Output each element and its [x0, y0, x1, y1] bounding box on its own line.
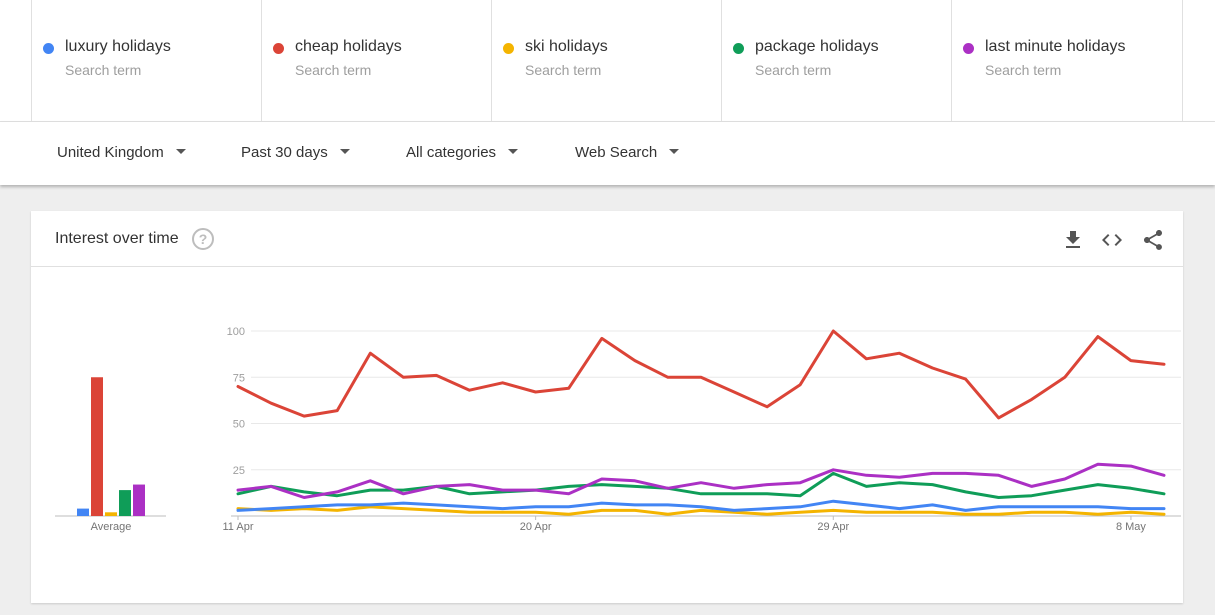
- caret-down-icon: [508, 148, 519, 154]
- help-icon[interactable]: ?: [192, 228, 214, 250]
- download-icon[interactable]: [1061, 228, 1085, 252]
- time-range-dropdown-label: Past 30 days: [241, 144, 328, 161]
- share-icon[interactable]: [1141, 228, 1165, 252]
- divider: [1182, 0, 1183, 121]
- term-subtitle: Search term: [525, 62, 602, 78]
- term-name: luxury holidays: [65, 38, 171, 55]
- series-color-dot: [273, 43, 284, 54]
- term-subtitle: Search term: [985, 62, 1062, 78]
- term-name: cheap holidays: [295, 38, 402, 55]
- term-subtitle: Search term: [295, 62, 372, 78]
- series-color-dot: [503, 43, 514, 54]
- term-last-minute-holidays[interactable]: last minute holidays Search term: [951, 0, 1180, 121]
- average-bar-chart: Average: [55, 377, 166, 533]
- y-tick-label: 75: [233, 372, 245, 384]
- filter-bar: United Kingdom Past 30 days All categori…: [0, 122, 1215, 185]
- term-package-holidays[interactable]: package holidays Search term: [721, 0, 950, 121]
- time-range-dropdown[interactable]: Past 30 days: [241, 144, 350, 161]
- caret-down-icon: [339, 148, 350, 154]
- series-line-luxury-holidays[interactable]: [236, 499, 1166, 512]
- region-dropdown[interactable]: United Kingdom: [57, 144, 186, 161]
- y-tick-label: 25: [233, 465, 245, 477]
- avg-bar-package-holidays[interactable]: [119, 490, 131, 516]
- avg-bar-cheap-holidays[interactable]: [91, 377, 103, 516]
- search-type-dropdown-label: Web Search: [575, 144, 658, 161]
- avg-bar-luxury-holidays[interactable]: [77, 508, 89, 516]
- series-color-dot: [733, 43, 744, 54]
- category-dropdown-label: All categories: [406, 144, 497, 161]
- x-tick-label: 20 Apr: [520, 521, 552, 533]
- term-cheap-holidays[interactable]: cheap holidays Search term: [261, 0, 490, 121]
- caret-down-icon: [669, 148, 680, 154]
- term-subtitle: Search term: [755, 62, 832, 78]
- series-color-dot: [43, 43, 54, 54]
- interest-over-time-card: Interest over time ? Average 25 50 75 100 1…: [31, 211, 1183, 603]
- term-ski-holidays[interactable]: ski holidays Search term: [491, 0, 720, 121]
- y-tick-label: 100: [227, 326, 245, 338]
- category-dropdown[interactable]: All categories: [406, 144, 519, 161]
- caret-down-icon: [175, 148, 186, 154]
- search-type-dropdown[interactable]: Web Search: [575, 144, 680, 161]
- series-line-last-minute-holidays[interactable]: [236, 462, 1166, 499]
- series-line-cheap-holidays[interactable]: [236, 329, 1166, 420]
- x-tick-label: 29 Apr: [817, 521, 849, 533]
- x-tick-label: 11 Apr: [223, 521, 254, 533]
- region-dropdown-label: United Kingdom: [57, 144, 164, 161]
- x-tick-label: 8 May: [1116, 521, 1146, 533]
- series-color-dot: [963, 43, 974, 54]
- term-name: ski holidays: [525, 38, 608, 55]
- term-name: last minute holidays: [985, 38, 1126, 55]
- card-title: Interest over time: [55, 230, 179, 247]
- interest-line-chart: 25 50 75 100 11 Apr 20 Apr 29 Apr 8 May: [223, 326, 1181, 533]
- y-tick-label: 50: [233, 419, 245, 431]
- embed-code-icon[interactable]: [1100, 228, 1124, 252]
- avg-category-label: Average: [91, 521, 132, 533]
- search-terms-bar: luxury holidays Search term cheap holida…: [0, 0, 1215, 122]
- card-header: Interest over time ?: [31, 211, 1183, 267]
- term-name: package holidays: [755, 38, 879, 55]
- term-luxury-holidays[interactable]: luxury holidays Search term: [31, 0, 260, 121]
- term-subtitle: Search term: [65, 62, 142, 78]
- avg-bar-ski-holidays[interactable]: [105, 512, 117, 516]
- avg-bar-last-minute-holidays[interactable]: [133, 484, 145, 516]
- series-line-ski-holidays[interactable]: [236, 505, 1166, 516]
